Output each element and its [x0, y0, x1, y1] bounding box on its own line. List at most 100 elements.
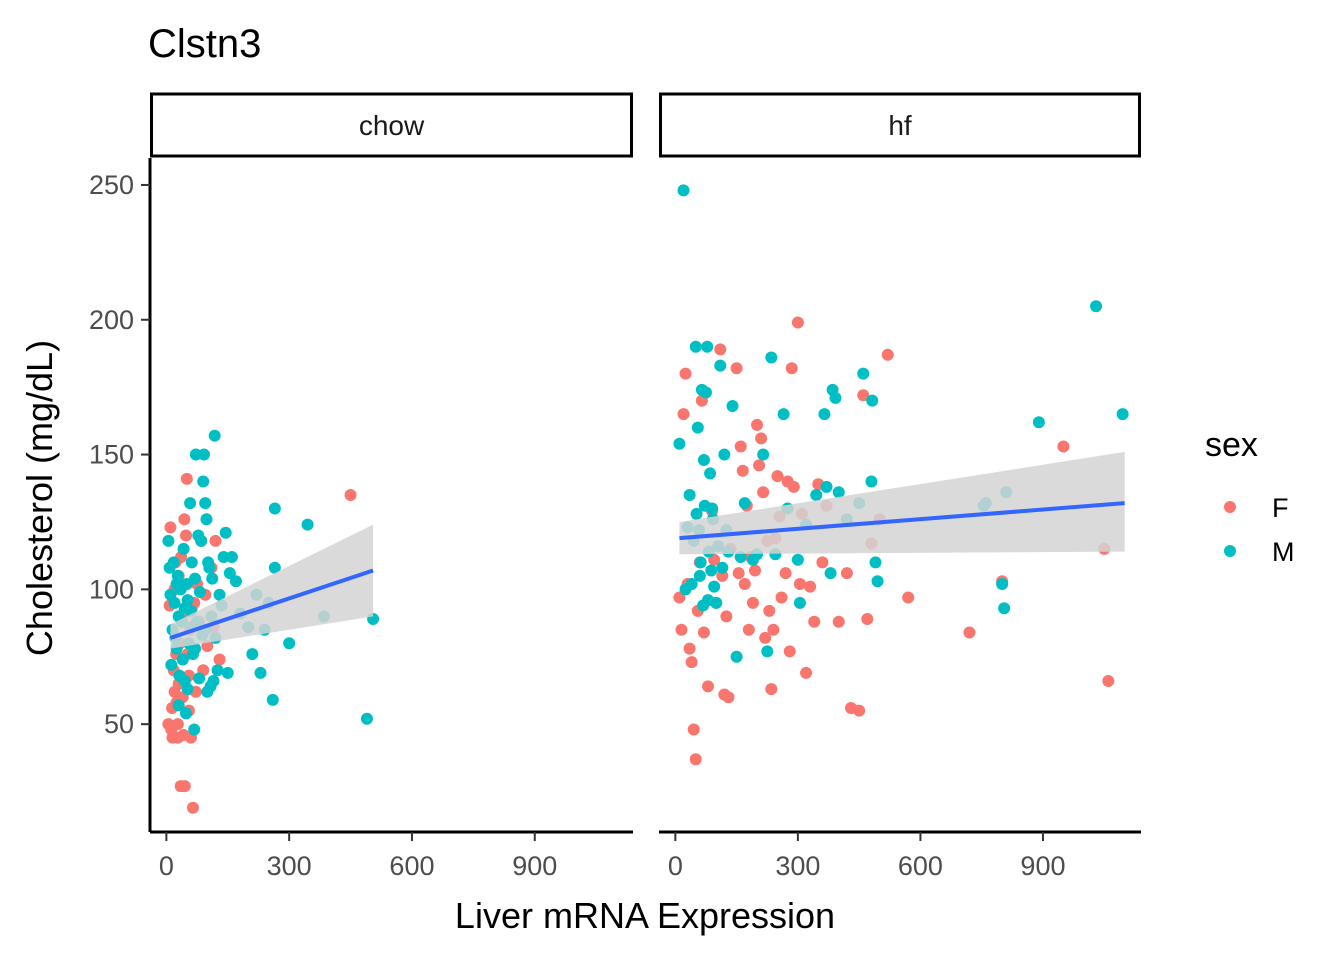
data-point	[808, 615, 821, 628]
x-tick-label: 300	[267, 851, 312, 881]
data-point	[791, 316, 804, 329]
data-point	[869, 556, 882, 569]
data-point	[188, 723, 201, 736]
data-point	[704, 467, 717, 480]
data-point	[172, 699, 185, 712]
data-point	[301, 518, 314, 531]
data-point	[213, 588, 226, 601]
data-point	[722, 691, 735, 704]
data-point	[865, 475, 878, 488]
data-point	[736, 464, 749, 477]
data-point	[714, 343, 727, 356]
trend-line	[169, 568, 374, 640]
data-point	[687, 723, 700, 736]
data-point	[1116, 408, 1129, 421]
data-point	[168, 685, 181, 698]
data-point	[824, 567, 837, 580]
data-point	[800, 666, 813, 679]
data-point	[185, 556, 198, 569]
y-axis-title: Cholesterol (mg/dL)	[19, 340, 60, 656]
data-point	[673, 437, 686, 450]
data-point	[998, 602, 1011, 615]
data-point	[693, 569, 706, 582]
series-M	[673, 184, 1129, 663]
data-point	[268, 561, 281, 574]
data-point	[787, 480, 800, 493]
data-point	[710, 596, 723, 609]
strip-label: chow	[359, 110, 425, 141]
data-point	[683, 642, 696, 655]
data-point	[757, 448, 770, 461]
data-point	[734, 551, 747, 564]
data-point	[757, 486, 770, 499]
data-point	[180, 707, 193, 720]
x-tick-label: 300	[775, 851, 820, 881]
data-point	[753, 459, 766, 472]
data-point	[746, 596, 759, 609]
data-point	[225, 551, 238, 564]
data-point	[178, 513, 191, 526]
chart-title: Clstn3	[148, 22, 261, 66]
data-point	[767, 623, 780, 636]
x-tick-label: 900	[512, 851, 557, 881]
data-point	[832, 615, 845, 628]
data-point	[777, 408, 790, 421]
data-point	[718, 448, 731, 461]
data-point	[685, 656, 698, 669]
data-point	[203, 561, 216, 574]
y-tick-label: 250	[89, 170, 134, 200]
data-point	[748, 564, 761, 577]
legend-key-M	[1224, 545, 1236, 557]
data-point	[206, 572, 219, 585]
data-point	[211, 664, 224, 677]
data-point	[697, 453, 710, 466]
data-point	[738, 577, 751, 590]
data-point	[199, 497, 212, 510]
legend: FM	[1224, 493, 1295, 567]
y-tick-label: 100	[89, 574, 134, 604]
legend-key-F	[1224, 501, 1236, 513]
y-tick-label: 150	[89, 440, 134, 470]
panel-hf: hf 0 300 600 900	[659, 92, 1141, 881]
data-point	[857, 367, 870, 380]
data-point	[702, 680, 715, 693]
data-point	[176, 653, 189, 666]
y-tick-label: 50	[104, 709, 134, 739]
data-point	[690, 507, 703, 520]
data-point	[177, 542, 190, 555]
data-point	[171, 718, 184, 731]
data-point	[189, 642, 202, 655]
data-point	[283, 637, 296, 650]
data-point	[694, 556, 707, 569]
data-point	[996, 577, 1009, 590]
data-point	[730, 650, 743, 663]
data-point	[853, 704, 866, 717]
data-point	[165, 658, 178, 671]
data-point	[818, 408, 831, 421]
y-tick-label: 200	[89, 305, 134, 335]
data-point	[791, 553, 804, 566]
data-point	[677, 408, 690, 421]
legend-label-M: M	[1272, 537, 1295, 567]
data-point	[266, 693, 279, 706]
data-point	[840, 567, 853, 580]
data-point	[168, 596, 181, 609]
data-point	[691, 421, 704, 434]
data-point	[763, 604, 776, 617]
data-point	[871, 575, 884, 588]
data-point	[829, 391, 842, 404]
data-point	[209, 534, 222, 547]
data-point	[771, 470, 784, 483]
data-point	[775, 591, 788, 604]
data-point	[180, 472, 193, 485]
data-point	[344, 489, 357, 501]
data-point	[268, 502, 281, 515]
data-point	[213, 653, 226, 666]
data-point	[1090, 300, 1103, 313]
legend-label-F: F	[1272, 493, 1289, 523]
data-point	[170, 577, 183, 590]
data-point	[189, 572, 202, 585]
confidence-ribbon	[170, 524, 374, 649]
data-point	[689, 753, 702, 766]
